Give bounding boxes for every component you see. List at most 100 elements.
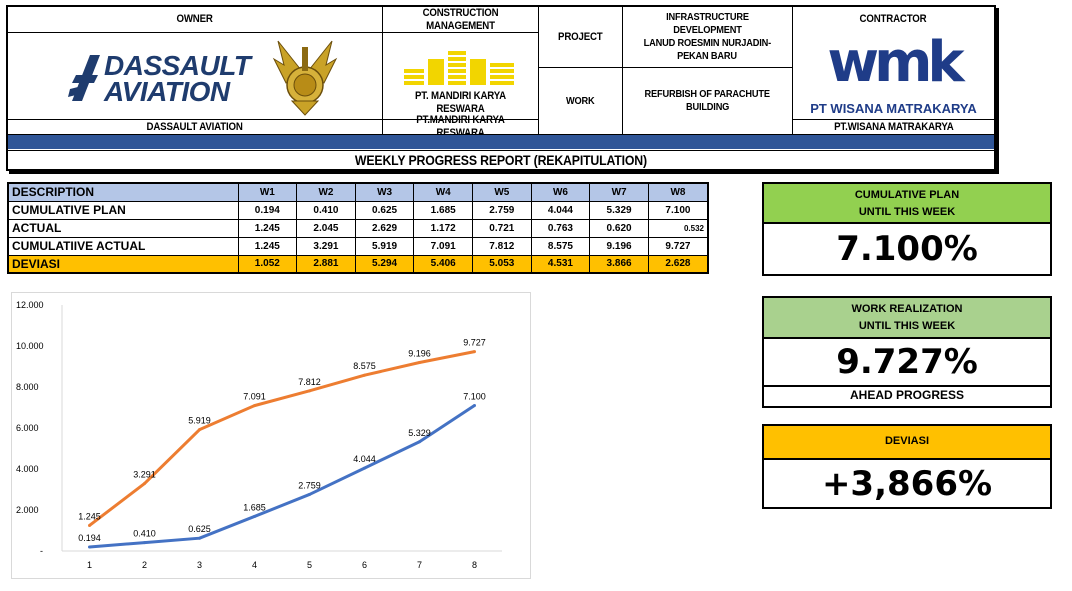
table-cell: 0.194 — [237, 200, 298, 220]
data-point — [308, 389, 311, 393]
row-label: CUMULATIIVE ACTUAL — [7, 236, 239, 256]
header-blue-strip — [8, 135, 994, 149]
table-cell: 5.406 — [413, 254, 473, 274]
data-label: 1.245 — [78, 511, 101, 521]
data-point — [88, 545, 91, 549]
report-header: OWNER DASSAULT AVIATION DASSAULT AVIATIO… — [6, 5, 996, 171]
table-cell: 0.625 — [354, 200, 415, 220]
work-value-line2: BUILDING — [685, 101, 730, 113]
deviasi-head: DEVIASI — [764, 426, 1050, 460]
table-cell: 5.329 — [589, 200, 649, 220]
table-cell: 2.881 — [296, 254, 356, 274]
table-cell: 1.685 — [413, 200, 473, 220]
table-row-actual: ACTUAL 1.245 2.045 2.629 1.172 0.721 0.7… — [7, 218, 709, 238]
data-point — [363, 373, 366, 377]
data-label: 4.044 — [353, 454, 376, 464]
data-point — [88, 523, 91, 527]
x-tick-label: 1 — [87, 560, 92, 570]
y-tick-label: 6.000 — [16, 423, 39, 433]
data-point — [363, 466, 366, 470]
cm-logo-caption: PT. MANDIRI KARYA RESWARA — [415, 90, 506, 115]
x-tick-label: 2 — [142, 560, 147, 570]
y-tick-label: 10.000 — [16, 341, 44, 351]
table-cell: 2.628 — [647, 254, 709, 274]
table-cell: 5.053 — [472, 254, 532, 274]
week-header: W3 — [354, 182, 415, 202]
x-tick-label: 7 — [417, 560, 422, 570]
week-header: W1 — [237, 182, 298, 202]
data-point — [418, 360, 421, 364]
data-label: 0.625 — [188, 524, 211, 534]
data-label: 8.575 — [353, 361, 376, 371]
y-tick-label: 8.000 — [16, 382, 39, 392]
work-value-line1: REFURBISH OF PARACHUTE — [644, 88, 771, 100]
project-value-line1: INFRASTRUCTURE DEVELOPMENT — [666, 11, 749, 36]
work-realization-head-line2: UNTIL THIS WEEK — [858, 320, 956, 332]
table-cell: 4.531 — [530, 254, 591, 274]
cumulative-plan-head-line1: CUMULATIVE PLAN — [854, 189, 960, 201]
air-force-emblem-icon — [270, 35, 340, 117]
work-realization-value: 9.727% — [764, 339, 1050, 387]
progress-status: AHEAD PROGRESS — [849, 388, 965, 402]
data-label: 7.091 — [243, 392, 266, 402]
table-cell: 4.044 — [530, 200, 591, 220]
data-point — [198, 428, 201, 432]
data-point — [143, 541, 146, 545]
progress-chart-svg: - 2.000 4.000 6.000 8.000 10.000 12.000 1 2 3 4 5 6 7… — [16, 300, 502, 570]
x-tick-label: 3 — [197, 560, 202, 570]
data-point — [143, 482, 146, 486]
cumulative-plan-value: 7.100% — [836, 229, 978, 269]
progress-chart: - 2.000 4.000 6.000 8.000 10.000 12.000 1 2 3 4 5 6 7… — [11, 292, 531, 579]
deviasi-value: +3,866% — [821, 464, 993, 504]
week-header: W5 — [472, 182, 532, 202]
table-cell: 1.245 — [237, 236, 298, 256]
project-label: PROJECT — [558, 30, 603, 43]
week-header: W6 — [530, 182, 591, 202]
table-cell: 2.045 — [296, 218, 356, 238]
project-value-line2: LANUD ROESMIN NURJADIN- — [643, 37, 772, 49]
dassault-logo-line1: DASSAULT — [104, 50, 251, 81]
table-cell: 9.196 — [589, 236, 649, 256]
work-realization-head: WORK REALIZATION UNTIL THIS WEEK — [764, 298, 1050, 339]
contractor-name: PT.WISANA MATRAKARYA — [833, 120, 954, 133]
progress-table: DESCRIPTION W1 W2 W3 W4 W5 W6 W7 W8 CUMU… — [7, 182, 709, 274]
table-cell: 7.091 — [413, 236, 473, 256]
data-label: 9.727 — [463, 338, 486, 348]
week-header: W2 — [296, 182, 356, 202]
data-point — [418, 440, 421, 444]
table-header-description: DESCRIPTION — [7, 182, 239, 202]
table-row-deviasi: DEVIASI 1.052 2.881 5.294 5.406 5.053 4.… — [7, 254, 709, 274]
wmk-logo: wmk — [793, 31, 994, 95]
data-point — [473, 350, 476, 354]
cumulative-plan-head-line2: UNTIL THIS WEEK — [858, 206, 956, 218]
project-value-line3: PEKAN BARU — [677, 50, 738, 62]
work-realization-box: WORK REALIZATION UNTIL THIS WEEK 9.727% … — [762, 296, 1052, 408]
data-label: 7.812 — [298, 377, 321, 387]
data-point — [473, 403, 476, 407]
cm-label: CONSTRUCTION MANAGEMENT — [422, 6, 499, 32]
x-tick-label: 6 — [362, 560, 367, 570]
row-label: CUMULATIVE PLAN — [7, 200, 239, 220]
cumulative-plan-head: CUMULATIVE PLAN UNTIL THIS WEEK — [764, 184, 1050, 224]
table-cell: 2.759 — [472, 200, 532, 220]
x-tick-label: 4 — [252, 560, 257, 570]
dassault-logo: DASSAULT AVIATION — [68, 47, 251, 107]
y-tick-label: 12.000 — [16, 300, 44, 310]
table-cell: 0.410 — [296, 200, 356, 220]
data-label: 9.196 — [408, 348, 431, 358]
data-label: 1.685 — [243, 502, 266, 512]
data-label: 0.410 — [133, 529, 156, 539]
data-point — [308, 492, 311, 496]
table-cell: 7.100 — [647, 200, 709, 220]
table-cell: 0.532 — [647, 218, 709, 238]
data-point — [198, 536, 201, 540]
work-label: WORK — [566, 94, 595, 107]
table-cell: 2.629 — [354, 218, 415, 238]
data-label: 3.291 — [133, 470, 156, 480]
table-row-cumulative-plan: CUMULATIVE PLAN 0.194 0.410 0.625 1.685 … — [7, 200, 709, 220]
dassault-emblem-icon — [68, 55, 100, 101]
data-point — [253, 514, 256, 518]
contractor-logo-caption: PT WISANA MATRAKARYA — [810, 100, 977, 116]
x-tick-label: 5 — [307, 560, 312, 570]
table-cell: 8.575 — [530, 236, 591, 256]
